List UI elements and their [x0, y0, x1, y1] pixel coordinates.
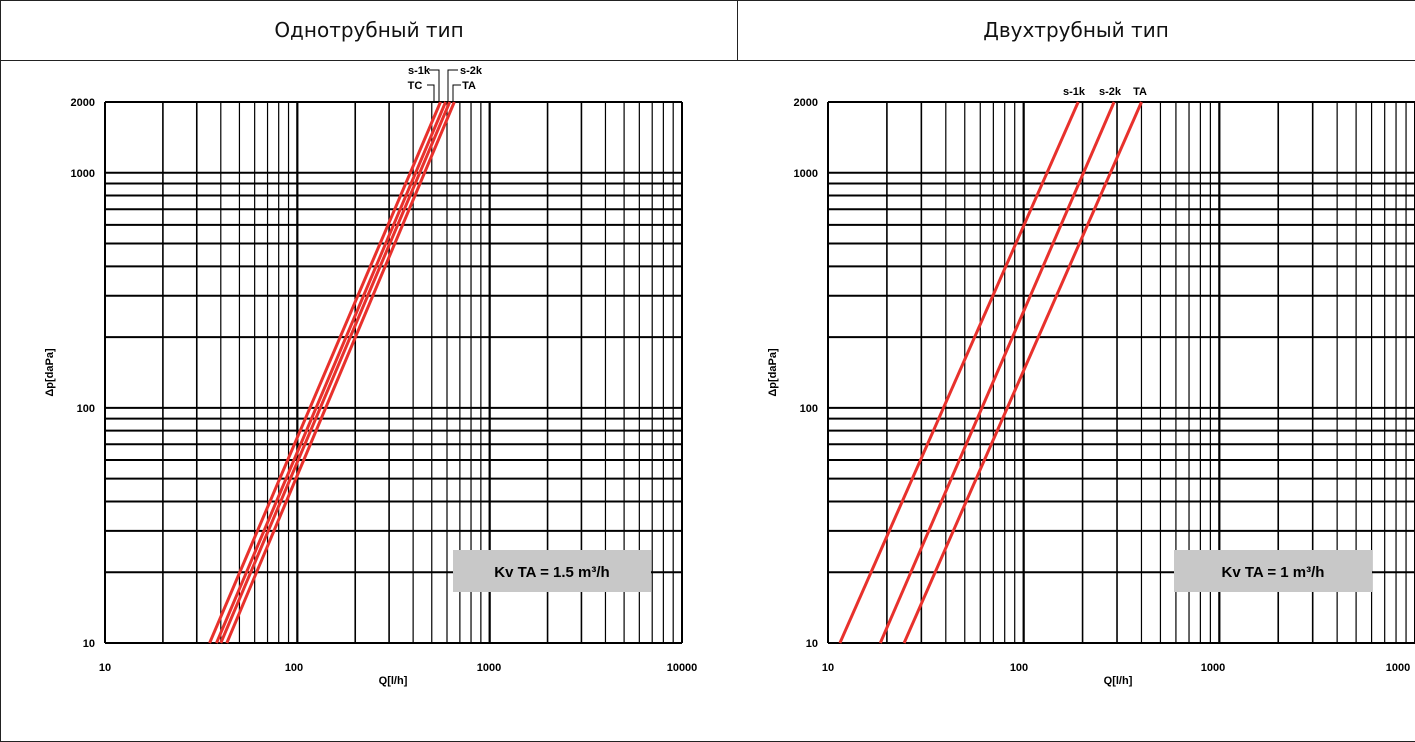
table-border-header — [0, 60, 1415, 61]
series-labels: s-1k s-2k TA — [1063, 86, 1147, 98]
y-tick-label: 2000 — [794, 97, 818, 109]
y-tick-label: 2000 — [71, 97, 95, 109]
kv-annotation-text: Kv TA = 1.5 m³/h — [494, 564, 609, 581]
series-label-s-2k: s-2k — [1099, 86, 1122, 98]
series-label-s-2k: s-2k — [460, 65, 483, 77]
table-border-middle — [737, 0, 738, 61]
y-tick-label: 10 — [806, 638, 818, 650]
series-label-TA: TA — [462, 80, 476, 92]
series-labels: s-1k s-2k TC TA — [408, 65, 483, 102]
y-axis-label: Δp[daPa] — [767, 348, 779, 397]
series-label-s-1k: s-1k — [408, 65, 431, 77]
x-axis-label: Q[l/h] — [379, 675, 408, 687]
y-tick-labels: 10 100 1000 2000 — [794, 97, 818, 650]
kv-annotation: Kv TA = 1.5 m³/h — [453, 550, 651, 592]
label-leader-line — [427, 84, 435, 102]
chart-single-pipe: 10 100 1000 10000 10 100 1000 2000 Q[l/h] Δp[daPa… — [44, 65, 697, 687]
y-tick-label: 10 — [83, 638, 95, 650]
kv-annotation-box — [1174, 550, 1372, 592]
y-tick-label: 100 — [800, 403, 818, 415]
series-line-TA — [902, 101, 1143, 644]
x-tick-label: 100 — [285, 662, 303, 674]
series-line-s-1k — [838, 101, 1080, 644]
y-tick-labels: 10 100 1000 2000 — [71, 97, 95, 650]
x-tick-label: 10 — [99, 662, 111, 674]
kv-annotation-box — [453, 550, 651, 592]
x-tick-label: 1000 — [1386, 662, 1410, 674]
x-tick-label: 10 — [822, 662, 834, 674]
y-grid — [828, 101, 1415, 644]
chart-two-pipe: 10 100 1000 1000 10 100 1000 2000 Q[l/h] Δp[daPa]… — [767, 86, 1415, 687]
series-label-s-1k: s-1k — [1063, 86, 1086, 98]
y-axis-label: Δp[daPa] — [44, 348, 56, 397]
x-axis-label: Q[l/h] — [1104, 675, 1133, 687]
header-two-pipe: Двухтрубный тип — [983, 18, 1169, 42]
x-tick-label: 100 — [1010, 662, 1028, 674]
label-leader-line — [452, 84, 461, 102]
table-border-top — [0, 0, 1415, 1]
series-line-TA — [225, 101, 456, 644]
x-tick-label: 10000 — [667, 662, 698, 674]
y-tick-label: 1000 — [71, 168, 95, 180]
x-tick-label: 1000 — [1201, 662, 1225, 674]
x-tick-label: 1000 — [477, 662, 501, 674]
series-group — [838, 101, 1143, 644]
series-label-TA: TA — [1133, 86, 1147, 98]
series-line-s-2k — [219, 101, 452, 644]
series-label-TC: TC — [408, 80, 423, 92]
x-tick-labels: 10 100 1000 10000 — [99, 662, 697, 674]
y-tick-label: 1000 — [794, 168, 818, 180]
series-group — [208, 101, 456, 644]
label-leader-line — [447, 69, 458, 102]
kv-annotation: Kv TA = 1 m³/h — [1174, 550, 1372, 592]
x-tick-labels: 10 100 1000 1000 — [822, 662, 1410, 674]
series-line-TC — [208, 101, 442, 644]
kv-annotation-text: Kv TA = 1 m³/h — [1222, 564, 1325, 581]
y-tick-label: 100 — [77, 403, 95, 415]
series-line-s-2k — [878, 101, 1116, 644]
series-line-s-1k — [215, 101, 447, 644]
table-border-left — [0, 0, 1, 742]
label-leader-line — [429, 69, 440, 102]
header-single-pipe: Однотрубный тип — [274, 18, 464, 42]
